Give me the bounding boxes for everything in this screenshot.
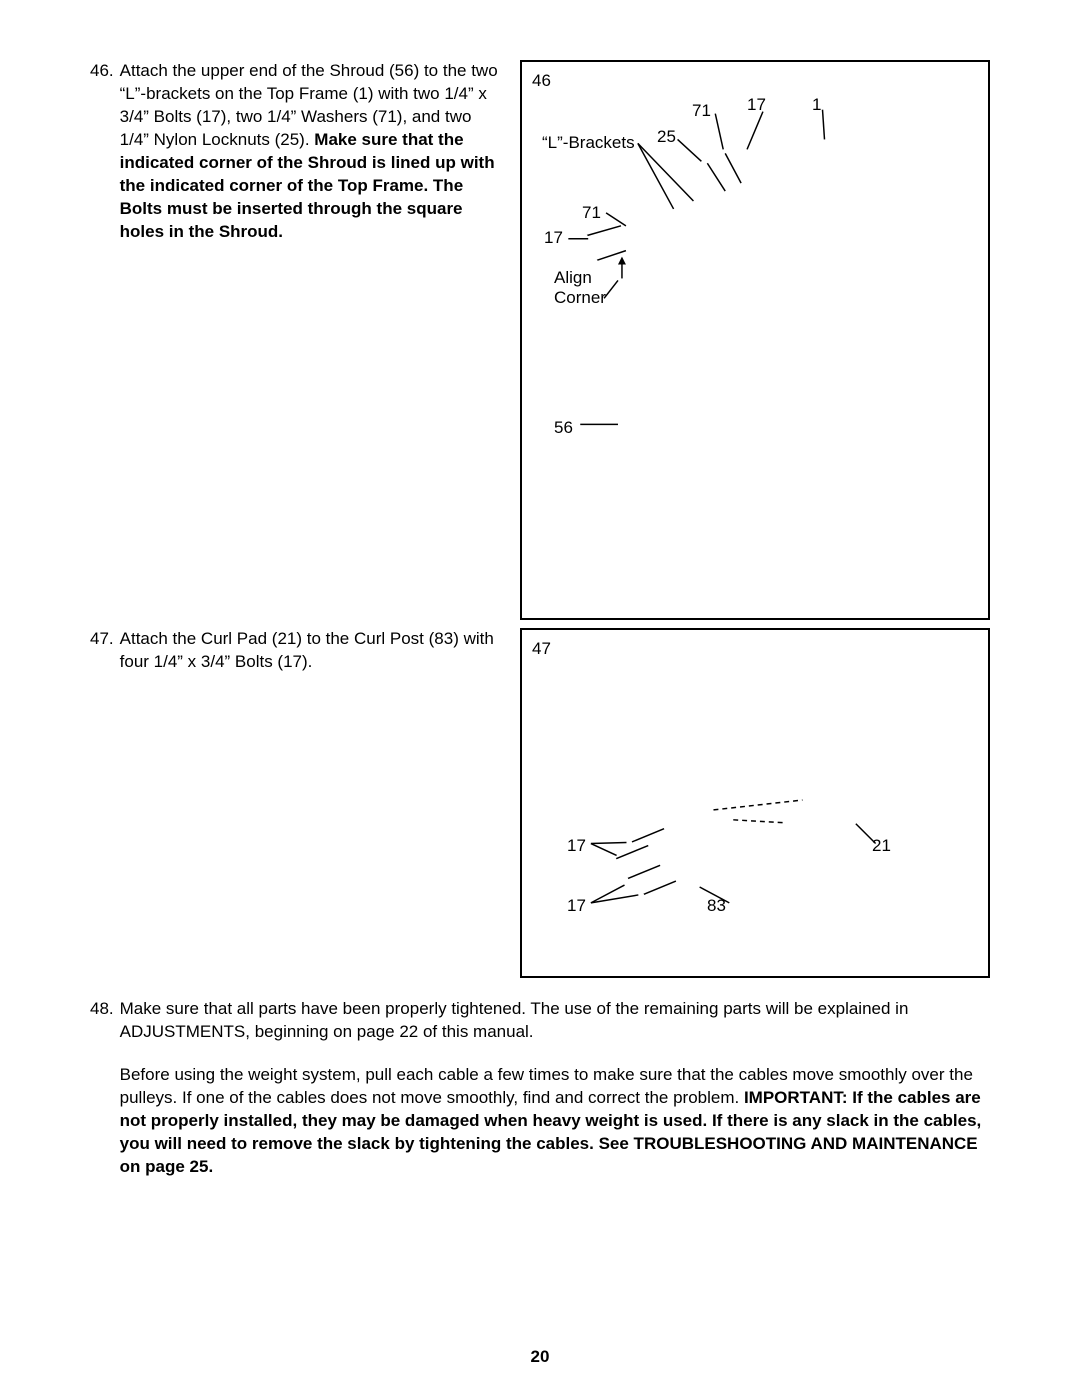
step48-p2: Before using the weight system, pull eac… bbox=[120, 1064, 990, 1179]
step47-text: 47. Attach the Curl Pad (21) to the Curl… bbox=[90, 628, 500, 978]
row-step46: 46. Attach the upper end of the Shroud (… bbox=[90, 60, 990, 620]
step48-body: Make sure that all parts have been prope… bbox=[120, 998, 990, 1179]
step47-body: Attach the Curl Pad (21) to the Curl Pos… bbox=[120, 628, 500, 674]
step46-body: Attach the upper end of the Shroud (56) … bbox=[120, 60, 500, 244]
fig46-drawing bbox=[522, 62, 988, 618]
step46: 46. Attach the upper end of the Shroud (… bbox=[90, 60, 500, 244]
step48-p1: Make sure that all parts have been prope… bbox=[120, 998, 990, 1044]
step46-text: 46. Attach the upper end of the Shroud (… bbox=[90, 60, 500, 620]
step47: 47. Attach the Curl Pad (21) to the Curl… bbox=[90, 628, 500, 674]
page-number: 20 bbox=[0, 1346, 1080, 1369]
step48: 48. Make sure that all parts have been p… bbox=[90, 998, 990, 1179]
row-step47: 47. Attach the Curl Pad (21) to the Curl… bbox=[90, 628, 990, 978]
fig47-drawing bbox=[522, 630, 988, 976]
fig46-col: 46 71 17 1 “L”-Brackets 25 71 17 Align C… bbox=[520, 60, 990, 620]
step48-num: 48. bbox=[90, 998, 114, 1179]
step47-num: 47. bbox=[90, 628, 114, 674]
fig47-col: 47 17 17 83 21 bbox=[520, 628, 990, 978]
fig46-box: 46 71 17 1 “L”-Brackets 25 71 17 Align C… bbox=[520, 60, 990, 620]
step46-num: 46. bbox=[90, 60, 114, 244]
fig47-box: 47 17 17 83 21 bbox=[520, 628, 990, 978]
